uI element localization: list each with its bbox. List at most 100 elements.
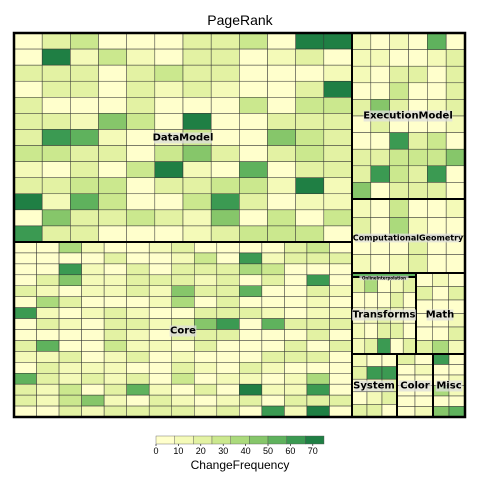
treemap-cell: [239, 193, 268, 211]
treemap-cell: [126, 340, 150, 352]
treemap-cell: [261, 373, 285, 385]
treemap-cell: [171, 362, 195, 374]
treemap-cell: [389, 165, 409, 183]
group-label-color: Color: [400, 381, 430, 392]
treemap-cell: [329, 340, 353, 352]
treemap-cell: [36, 362, 60, 374]
treemap-cell: [194, 394, 218, 407]
treemap-cell: [284, 274, 308, 286]
treemap-cell: [36, 329, 60, 341]
legend-ticks: 0 10 20 30 40 50 60 70: [153, 444, 318, 456]
treemap-cell: [182, 161, 212, 178]
treemap-cell: [58, 263, 82, 276]
treemap-cell: [41, 209, 71, 227]
treemap-cell: [70, 64, 99, 82]
treemap-cell: [194, 405, 218, 418]
treemap-cell: [216, 329, 240, 341]
treemap-cell: [267, 97, 296, 114]
treemap-cell: [58, 274, 82, 286]
group-label-backdrop: [359, 275, 409, 281]
treemap-cell: [351, 65, 372, 84]
treemap-cell: [13, 351, 37, 363]
treemap-cell: [364, 338, 378, 355]
treemap-cell: [98, 145, 127, 162]
treemap-cell: [103, 285, 127, 297]
treemap-cell: [13, 263, 37, 276]
treemap-cell: [377, 338, 391, 355]
treemap-cell: [261, 329, 285, 341]
treemap-cell: [41, 97, 71, 114]
treemap-cell: [126, 32, 156, 50]
group-label-system: System: [353, 381, 395, 392]
treemap-cell: [306, 263, 330, 276]
treemap-cell: [261, 274, 285, 286]
treemap-cell: [98, 225, 127, 243]
treemap-cell: [402, 292, 417, 309]
treemap-cell: [13, 48, 43, 66]
treemap-cell: [267, 145, 296, 162]
treemap-cell: [445, 49, 466, 67]
treemap-cell: [171, 285, 195, 297]
treemap-cell: [408, 165, 428, 183]
treemap-cell: [216, 373, 240, 385]
treemap-cell: [103, 252, 127, 265]
treemap-cell: [323, 177, 353, 195]
legend-swatch: [305, 435, 325, 445]
treemap-cell: [36, 340, 60, 352]
group-label-backdrop: [354, 233, 462, 243]
legend-tick-label: 10: [173, 446, 183, 456]
treemap-cell: [261, 405, 285, 418]
group-label-datamodel: DataModel: [153, 133, 214, 144]
treemap-cell: [70, 225, 99, 243]
treemap-cell: [415, 340, 433, 355]
treemap-cell: [414, 364, 434, 376]
treemap-cell: [98, 32, 127, 50]
treemap-cell: [126, 80, 156, 98]
treemap-cell: [377, 292, 391, 309]
treemap-cell: [194, 285, 218, 297]
treemap-cell: [329, 351, 353, 363]
treemap-cell: [148, 307, 172, 319]
treemap-cell: [370, 132, 390, 150]
treemap-cell: [216, 362, 240, 374]
legend-swatch: [155, 435, 175, 445]
treemap-cell: [448, 340, 466, 355]
treemap-cell: [126, 383, 150, 396]
treemap-cell: [216, 394, 240, 407]
treemap-cell: [210, 80, 240, 98]
treemap-cell: [148, 405, 172, 418]
treemap-cell: [70, 209, 99, 227]
legend-swatch: [267, 435, 287, 445]
treemap-cell: [295, 32, 325, 50]
group-core: [13, 241, 353, 418]
treemap-cell: [329, 318, 353, 330]
treemap-cell: [295, 97, 325, 114]
treemap-cell: [81, 405, 105, 418]
treemap-cell: [126, 329, 150, 341]
treemap-cell: [306, 383, 330, 396]
treemap-cell: [81, 274, 105, 286]
treemap-cell: [329, 405, 353, 418]
treemap-cell: [126, 307, 150, 319]
legend-tick-label: 20: [196, 446, 206, 456]
group-label-backdrop: [363, 110, 453, 122]
treemap-cell: [210, 113, 240, 130]
treemap-cell: [81, 351, 105, 363]
treemap-cell: [182, 32, 212, 50]
treemap-cell: [194, 373, 218, 385]
treemap-cell: [70, 145, 99, 162]
treemap-cell: [396, 353, 416, 365]
treemap-cell: [126, 318, 150, 330]
treemap-cell: [210, 64, 240, 82]
treemap-cell: [103, 318, 127, 330]
treemap-cell: [41, 129, 71, 146]
treemap-cell: [351, 292, 366, 309]
treemap-cell: [351, 32, 372, 50]
treemap-cell: [306, 405, 330, 418]
treemap-cell: [36, 307, 60, 319]
treemap-cell: [182, 145, 212, 162]
treemap-cell: [267, 129, 296, 146]
treemap-cell: [284, 383, 308, 396]
treemap-cell: [267, 80, 296, 98]
